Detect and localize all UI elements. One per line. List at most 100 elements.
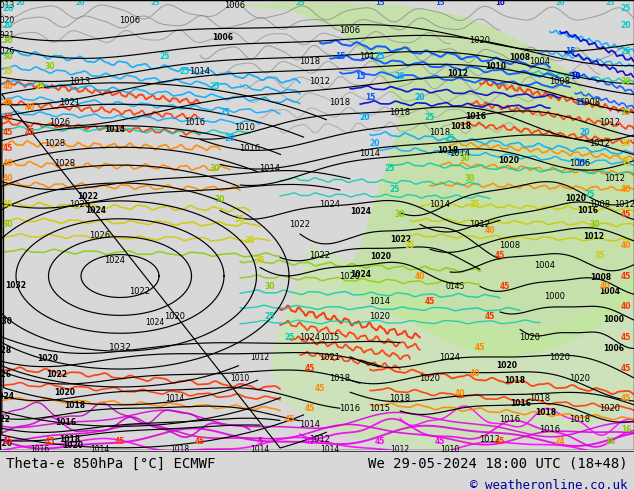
Text: 1018: 1018 [389,108,411,117]
Text: 40: 40 [600,282,611,291]
Text: 1020: 1020 [62,441,84,450]
Text: 1012: 1012 [604,174,626,183]
Text: 1016: 1016 [510,398,531,408]
Text: 1020: 1020 [420,374,441,383]
Text: 20: 20 [370,139,380,147]
Text: 1004: 1004 [599,287,620,296]
Text: Theta-e 850hPa [°C] ECMWF: Theta-e 850hPa [°C] ECMWF [6,457,216,471]
Text: 1010: 1010 [230,374,250,383]
Text: 1014: 1014 [359,149,380,158]
Text: 30: 30 [210,164,220,173]
Text: 1014: 1014 [190,67,210,76]
Text: 35: 35 [255,256,265,265]
Text: 1012: 1012 [391,445,410,454]
Text: 1020: 1020 [498,156,519,166]
Text: 24: 24 [555,437,566,446]
Text: 1024: 1024 [439,353,460,362]
Text: 45: 45 [305,437,315,446]
Text: 1018: 1018 [299,57,321,66]
Text: 40: 40 [621,241,631,250]
Text: 1016: 1016 [465,112,486,122]
Text: 1012: 1012 [309,435,330,444]
Text: 15: 15 [435,0,445,6]
Text: 25: 25 [285,333,295,342]
Text: 1014: 1014 [429,200,451,209]
Text: 35: 35 [235,215,245,224]
Text: 10: 10 [570,72,580,81]
Text: 40: 40 [485,225,495,235]
Text: 1004: 1004 [534,261,555,270]
Text: 40: 40 [621,302,631,311]
Text: 20: 20 [621,21,631,30]
Text: 25: 25 [445,133,455,143]
Text: 1020: 1020 [550,353,571,362]
Text: 1008: 1008 [509,53,530,62]
Text: 1026: 1026 [49,118,70,127]
Text: 1008: 1008 [590,273,611,282]
Text: 1014: 1014 [299,420,321,429]
Text: 1028: 1028 [44,139,65,147]
Text: 45: 45 [3,437,13,446]
Text: 45: 45 [621,364,631,372]
Text: 1022: 1022 [290,220,311,229]
Text: 1020: 1020 [600,404,621,414]
Text: 1012: 1012 [479,435,500,444]
Text: 1018: 1018 [534,408,556,416]
Text: 1012: 1012 [309,77,330,86]
Text: 45: 45 [500,282,510,291]
Text: 20: 20 [2,4,14,13]
Text: 1018: 1018 [429,128,451,137]
Text: 25: 25 [621,47,631,56]
Text: 1014: 1014 [165,394,184,403]
Text: 15: 15 [375,0,385,6]
Text: 1020: 1020 [519,333,541,342]
Text: 1006: 1006 [569,159,590,168]
Text: 1024: 1024 [320,200,340,209]
Text: 1013: 1013 [0,0,15,10]
Text: 1014: 1014 [320,445,340,454]
Text: 30: 30 [215,195,225,204]
Text: 1020: 1020 [370,313,391,321]
Text: 1018: 1018 [60,435,81,444]
Text: 45: 45 [45,437,55,446]
Text: 1018: 1018 [569,415,590,424]
Text: 45: 45 [495,251,505,260]
Text: 35: 35 [245,236,256,245]
Text: 1018: 1018 [437,147,458,155]
Text: 20: 20 [224,133,235,143]
Text: 30: 30 [621,139,631,147]
Text: 25: 25 [180,67,190,76]
Text: 1010: 1010 [485,62,506,72]
Text: 1012: 1012 [614,200,634,209]
Text: 1008: 1008 [550,77,571,86]
Text: 1032: 1032 [108,343,131,352]
Text: 1018: 1018 [330,98,351,107]
Text: 1020: 1020 [566,194,586,203]
Text: 15: 15 [575,98,585,107]
Text: 1014: 1014 [91,445,110,454]
Text: 30: 30 [621,77,631,86]
Text: 1022: 1022 [390,235,411,244]
Text: 1008: 1008 [579,98,600,107]
Text: 1020: 1020 [55,388,75,397]
Text: 1028: 1028 [0,346,11,355]
Text: 45: 45 [3,113,13,122]
Text: 1020: 1020 [370,252,391,262]
Text: 1030: 1030 [0,317,11,326]
Text: 40: 40 [455,389,465,398]
Text: 1026: 1026 [89,231,110,240]
Text: 15: 15 [575,159,585,168]
Text: 1006: 1006 [339,26,361,35]
Text: 45: 45 [621,210,631,219]
Text: 1000: 1000 [604,315,624,324]
Text: 1026: 1026 [0,47,15,56]
Text: 1022: 1022 [129,287,150,296]
Text: 1021: 1021 [60,98,81,107]
Text: 1022: 1022 [77,192,98,200]
Text: 45: 45 [3,128,13,137]
Text: 1006: 1006 [212,32,233,42]
Text: 1018: 1018 [65,401,86,410]
Text: 45: 45 [495,437,505,446]
Text: 1016: 1016 [540,425,560,434]
Text: 25: 25 [220,108,230,117]
